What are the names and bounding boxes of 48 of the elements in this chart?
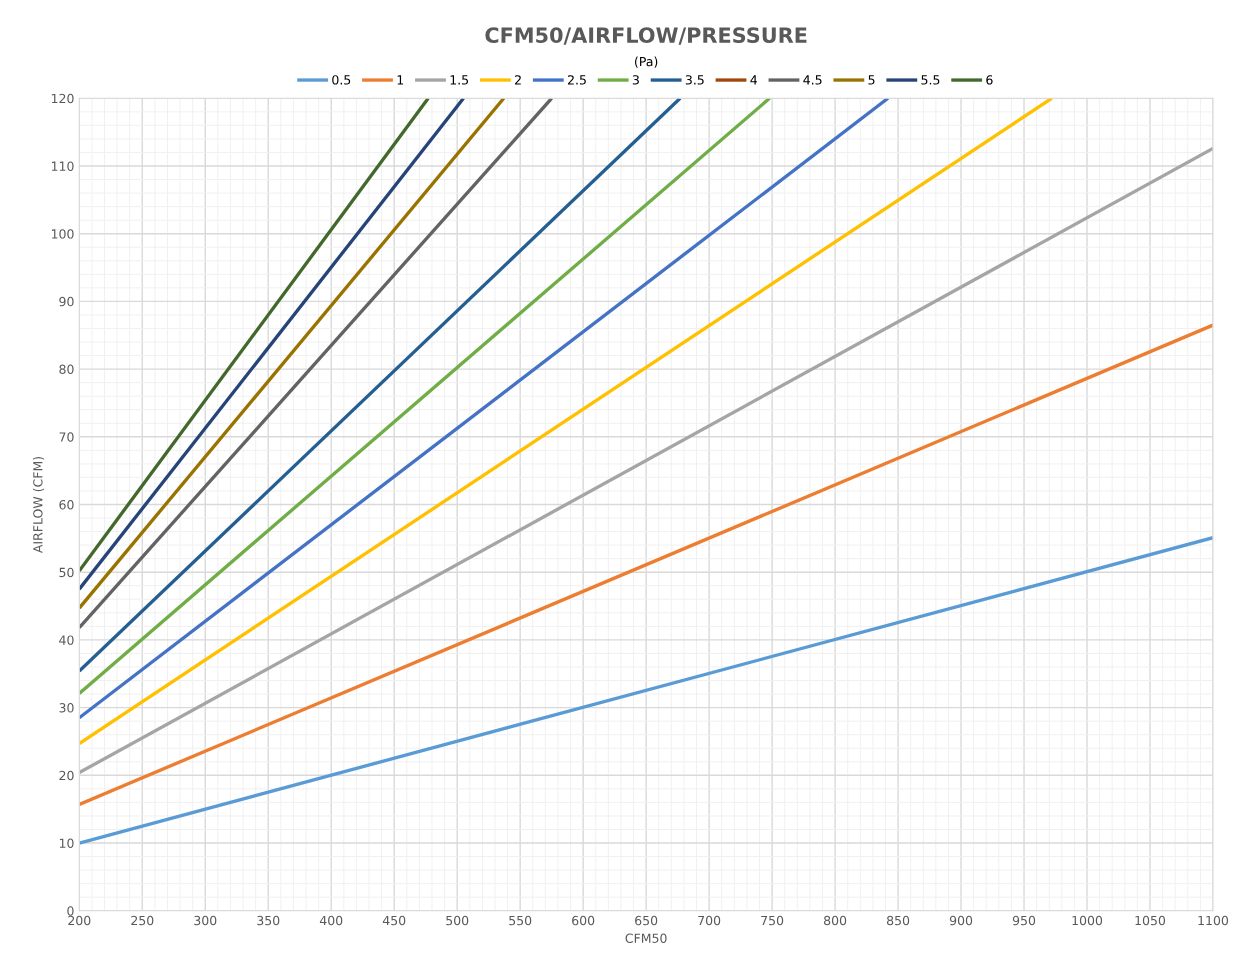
x-tick-label: 650 xyxy=(635,915,658,926)
x-tick-label: 800 xyxy=(824,915,847,926)
x-tick-label: 700 xyxy=(698,915,721,926)
legend-label: 4.5 xyxy=(803,75,822,85)
legend-label: 5 xyxy=(868,75,875,85)
legend-label: 2 xyxy=(515,75,521,85)
y-axis-title: AIRFLOW (CFM) xyxy=(32,456,45,554)
legend-label: 3 xyxy=(632,75,639,85)
x-tick-label: 200 xyxy=(68,915,91,926)
x-tick-label: 1100 xyxy=(1198,915,1229,926)
legend-label: 2.5 xyxy=(567,75,586,85)
y-tick-label: 90 xyxy=(59,296,74,307)
y-tick-label: 110 xyxy=(51,161,74,171)
y-tick-label: 40 xyxy=(59,635,74,645)
y-tick-label: 30 xyxy=(59,703,74,713)
x-tick-label: 850 xyxy=(886,915,910,926)
chart-title: CFM50/AIRFLOW/PRESSURE xyxy=(485,27,807,45)
y-tick-label: 60 xyxy=(59,499,74,510)
y-tick-label: 0 xyxy=(67,906,74,916)
y-tick-label: 70 xyxy=(59,432,74,442)
legend-label: 6 xyxy=(986,75,993,85)
x-tick-label: 350 xyxy=(257,915,280,926)
y-tick-label: 20 xyxy=(59,770,74,781)
x-tick-label: 750 xyxy=(761,915,784,926)
x-tick-label: 900 xyxy=(949,915,973,926)
x-tick-label: 450 xyxy=(382,915,406,926)
y-tick-label: 10 xyxy=(59,838,74,848)
legend-label: 3.5 xyxy=(685,75,704,85)
legend-label: 5.5 xyxy=(921,75,940,85)
x-tick-label: 950 xyxy=(1012,915,1036,926)
legend-label: 4 xyxy=(750,75,758,85)
legend-title: (Pa) xyxy=(635,56,658,68)
y-tick-label: 80 xyxy=(59,364,74,375)
legend-label: 1 xyxy=(397,75,404,85)
y-tick-label: 50 xyxy=(59,567,74,578)
x-tick-label: 300 xyxy=(194,915,217,926)
x-tick-label: 400 xyxy=(319,915,343,926)
x-tick-label: 250 xyxy=(131,915,154,926)
x-tick-label: 600 xyxy=(572,915,595,926)
legend-label: 0.5 xyxy=(332,75,351,85)
y-tick-label: 120 xyxy=(51,93,74,104)
legend-label: 1.5 xyxy=(450,75,469,85)
x-tick-label: 550 xyxy=(509,915,532,926)
x-tick-label: 1050 xyxy=(1135,915,1166,926)
y-tick-label: 100 xyxy=(51,229,74,239)
x-tick-label: 500 xyxy=(446,915,469,926)
x-tick-label: 1000 xyxy=(1072,915,1103,926)
x-axis-title: CFM50 xyxy=(625,933,667,943)
